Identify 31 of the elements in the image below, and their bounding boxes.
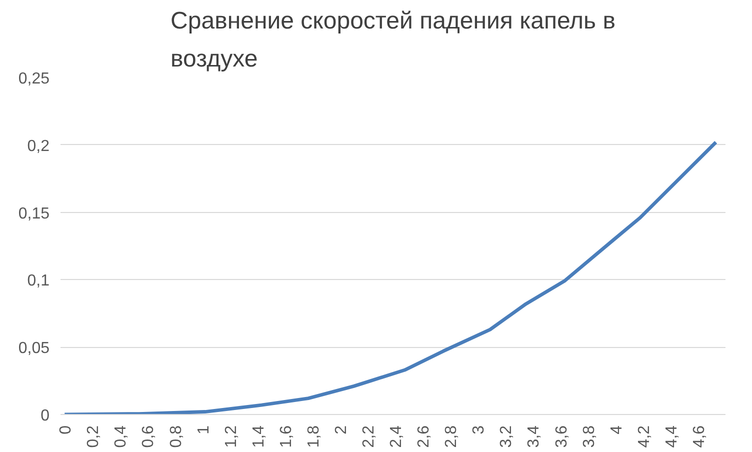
x-tick-label: 0,2 (85, 425, 102, 448)
y-tick-label: 0,15 (18, 205, 50, 222)
x-tick-label: 3,4 (526, 425, 543, 448)
x-tick-label: 4,6 (690, 425, 708, 448)
x-tick-label: 4 (608, 425, 626, 434)
x-tick-label: 0,4 (112, 425, 130, 448)
y-tick-label: 0,05 (18, 340, 50, 358)
x-tick-label: 2,6 (416, 425, 433, 448)
x-tick-label: 3 (470, 425, 488, 434)
x-tick-label: 1,4 (250, 425, 268, 448)
x-tick-label: 2 (332, 425, 350, 434)
x-tick-label: 4,4 (663, 425, 680, 448)
x-tick-label: 1,6 (278, 425, 295, 448)
x-tick-label: 3,6 (553, 425, 570, 448)
x-tick-label: 3,8 (580, 425, 598, 448)
x-tick-label: 4,2 (636, 425, 653, 448)
x-tick-label: 2,4 (388, 425, 406, 448)
x-tick-label: 1,8 (305, 425, 322, 448)
line-series (62, 140, 718, 414)
x-tick-label: 0 (58, 425, 75, 434)
x-tick-label: 2,8 (443, 425, 460, 448)
y-tick-label: 0,1 (27, 272, 50, 290)
x-tick-label: 3,2 (498, 425, 516, 448)
x-tick-label: 2,2 (360, 425, 378, 448)
x-tick-label: 0,6 (140, 425, 158, 448)
x-tick-label: 0,8 (168, 425, 185, 448)
y-tick-label: 0,2 (27, 138, 50, 155)
x-tick-label: 1,2 (222, 425, 240, 448)
chart-title: Сравнение скоростей падения капель в воздухе (170, 8, 616, 72)
x-tick-label: 1 (195, 425, 212, 434)
y-tick-label: 0,25 (18, 70, 50, 88)
